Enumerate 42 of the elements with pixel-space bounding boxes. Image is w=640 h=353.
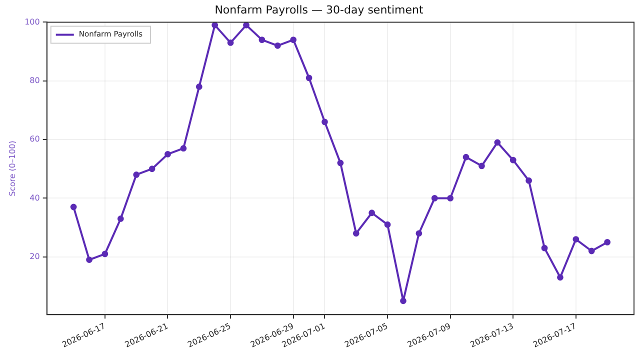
point (148, 166, 156, 172)
point (416, 230, 422, 237)
point (384, 221, 391, 228)
y-tick-label: 40 (30, 193, 40, 202)
point (133, 172, 140, 178)
point (352, 230, 360, 237)
point (462, 154, 470, 160)
y-tick-label: 100 (24, 17, 40, 26)
point (604, 239, 611, 246)
point (526, 177, 532, 184)
point (306, 74, 312, 82)
point (588, 248, 595, 254)
point (322, 118, 328, 126)
point (510, 156, 516, 164)
point (337, 160, 344, 166)
y-tick-label: 80 (30, 76, 40, 85)
point (117, 216, 124, 222)
point (572, 236, 580, 242)
point (478, 162, 485, 170)
point (180, 145, 187, 152)
point (368, 210, 376, 216)
y-tick-label: 20 (30, 252, 40, 261)
y-tick-label: 60 (30, 134, 40, 144)
point (431, 195, 438, 202)
point (196, 84, 202, 90)
point (258, 36, 266, 43)
point (557, 274, 564, 281)
point (400, 298, 406, 304)
point (212, 22, 218, 28)
point (447, 195, 454, 202)
point (290, 36, 297, 43)
point (86, 256, 92, 263)
point (494, 139, 501, 146)
point (274, 42, 281, 49)
y-axis-title: Score (0–100) (8, 140, 17, 196)
point (70, 204, 77, 210)
point (164, 151, 171, 158)
chart-title: Nonfarm Payrolls — 30-day sentiment (214, 3, 424, 16)
point (243, 22, 250, 28)
point (227, 40, 234, 46)
point (102, 250, 108, 258)
point (541, 244, 548, 252)
